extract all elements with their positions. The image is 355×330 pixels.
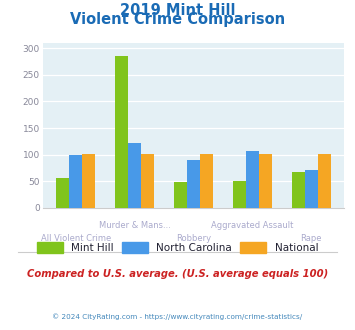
Bar	[292, 172, 305, 208]
Text: Robbery: Robbery	[176, 234, 211, 243]
Bar	[56, 178, 69, 208]
Text: All Violent Crime: All Violent Crime	[40, 234, 111, 243]
Bar	[200, 154, 213, 208]
Bar	[141, 153, 154, 208]
Bar	[233, 181, 246, 208]
Bar	[187, 160, 200, 208]
Text: Violent Crime Comparison: Violent Crime Comparison	[70, 12, 285, 26]
Bar	[246, 151, 259, 208]
Bar	[318, 154, 331, 208]
Text: 2019 Mint Hill: 2019 Mint Hill	[120, 3, 235, 18]
Bar	[115, 56, 128, 208]
Text: Compared to U.S. average. (U.S. average equals 100): Compared to U.S. average. (U.S. average …	[27, 269, 328, 279]
Bar	[174, 182, 187, 208]
Text: © 2024 CityRating.com - https://www.cityrating.com/crime-statistics/: © 2024 CityRating.com - https://www.city…	[53, 314, 302, 320]
Bar	[69, 155, 82, 208]
Bar	[259, 153, 272, 208]
Text: Murder & Mans...: Murder & Mans...	[99, 221, 170, 230]
Text: Aggravated Assault: Aggravated Assault	[211, 221, 294, 230]
Text: Rape: Rape	[300, 234, 322, 243]
Legend: Mint Hill, North Carolina, National: Mint Hill, North Carolina, National	[32, 238, 323, 257]
Bar	[128, 143, 141, 208]
Bar	[82, 153, 95, 208]
Bar	[305, 170, 318, 208]
